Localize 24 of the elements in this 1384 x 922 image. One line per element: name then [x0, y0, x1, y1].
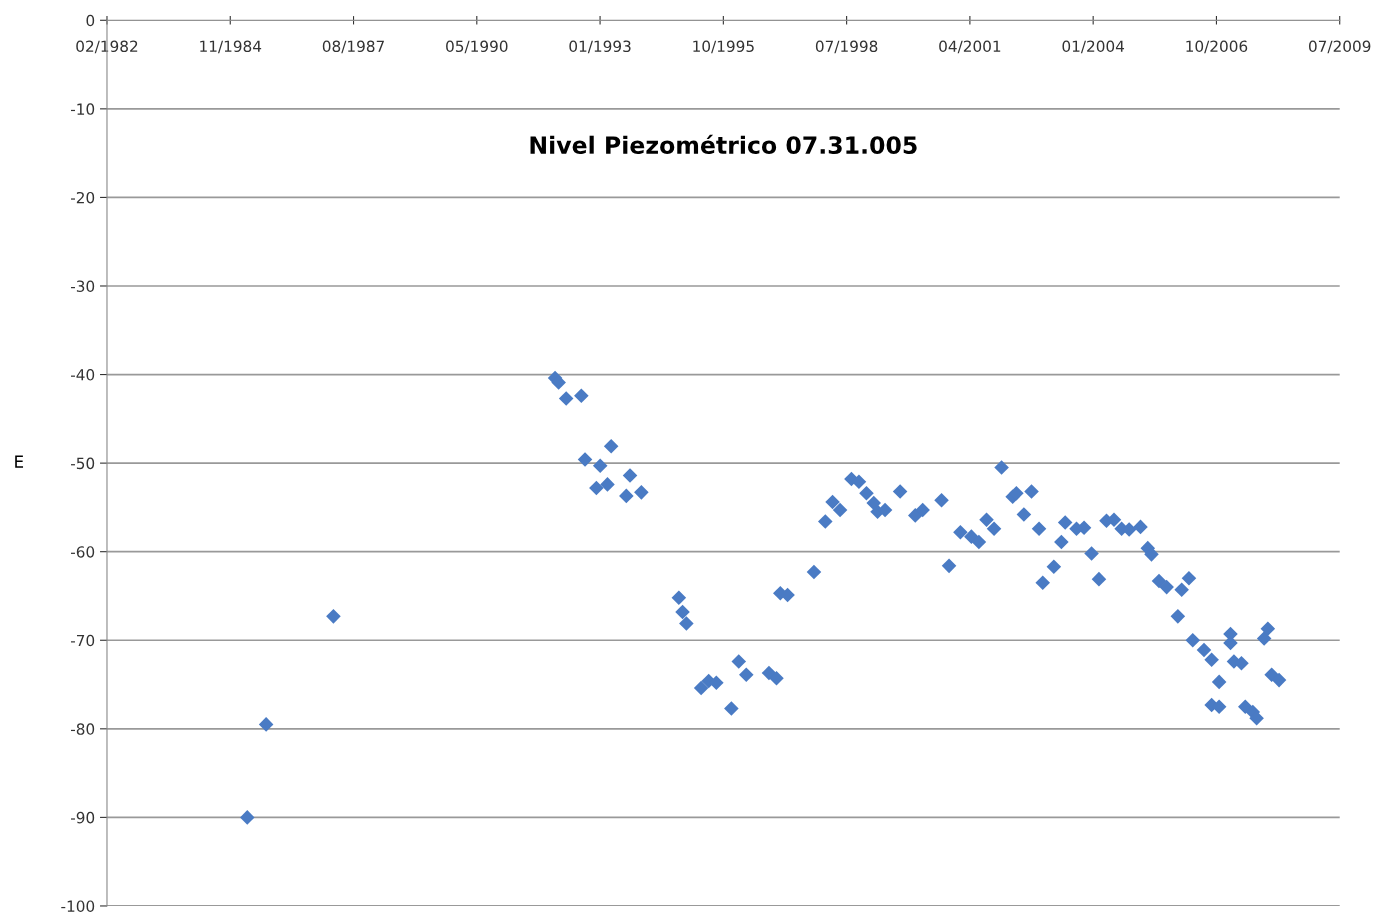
- y-tick-label: -30: [70, 280, 95, 293]
- y-tick-label: -50: [70, 457, 95, 470]
- y-axis-title: E: [15, 455, 24, 468]
- x-tick-label: 08/1987: [322, 40, 384, 54]
- x-tick-label: 01/1993: [569, 40, 631, 54]
- y-tick-label: -20: [70, 191, 95, 204]
- y-tick-label: -40: [70, 369, 95, 381]
- y-tick-label: -10: [70, 103, 95, 115]
- x-tick-label: 10/1995: [693, 40, 754, 54]
- x-tick-label: 07/2009: [1308, 40, 1371, 54]
- y-tick-label: -80: [70, 723, 95, 735]
- y-tick-label: -70: [70, 634, 95, 647]
- x-tick-label: 10/2006: [1186, 40, 1248, 54]
- x-tick-label: 01/2004: [1062, 40, 1125, 54]
- x-tick-label: 07/1998: [815, 40, 878, 54]
- text: Nivel Piezométrico 07.31.005: [530, 134, 917, 154]
- y-tick-label: -90: [70, 811, 95, 824]
- x-tick-label: 02/1982: [76, 40, 138, 54]
- y-tick-label: -60: [70, 546, 95, 558]
- y-tick-label: 0: [86, 14, 95, 27]
- x-tick-label: 04/2001: [939, 40, 1001, 54]
- x-tick-label: 05/1990: [446, 40, 508, 54]
- x-tick-label: 11/1984: [200, 40, 262, 54]
- y-tick-label: -100: [61, 900, 95, 912]
